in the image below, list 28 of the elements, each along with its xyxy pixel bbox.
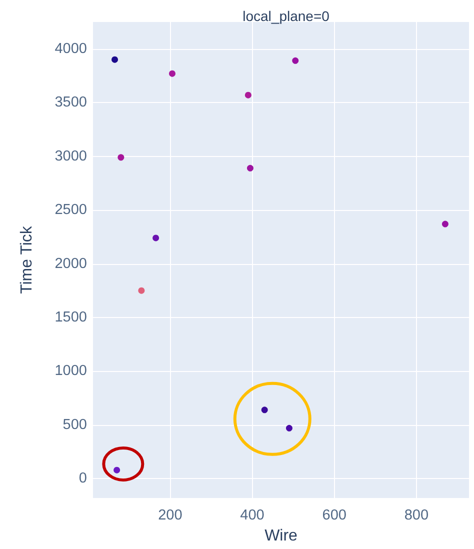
point [442, 220, 448, 228]
y-tick-label: 3500 [54, 94, 87, 111]
y-tick-label: 1000 [54, 363, 87, 380]
y-tick-label: 2500 [54, 202, 87, 218]
point [286, 424, 292, 432]
y-tick-label: 500 [62, 416, 87, 433]
point [244, 92, 252, 98]
chart-title: local_plane=0 [242, 8, 330, 24]
point [168, 70, 176, 77]
y-tick-label: 1500 [54, 309, 87, 326]
point [152, 234, 160, 242]
point [292, 57, 299, 64]
y-tick-label: 2000 [54, 256, 87, 272]
point [261, 406, 268, 414]
x-tick-label: 200 [158, 508, 182, 524]
y-tick-label: 0 [78, 470, 87, 487]
point [112, 56, 118, 63]
point [246, 164, 254, 172]
point [118, 154, 124, 161]
y-tick-label: 3000 [54, 148, 87, 164]
point [138, 287, 145, 294]
point [114, 466, 120, 474]
x-tick-label: 600 [322, 508, 346, 524]
y-tick-label: 4000 [54, 40, 87, 57]
y-axis-title: Time Tick [18, 225, 36, 294]
x-axis-title: Wire [264, 528, 298, 544]
x-tick-label: 400 [240, 508, 264, 524]
x-tick-label: 800 [404, 508, 429, 524]
